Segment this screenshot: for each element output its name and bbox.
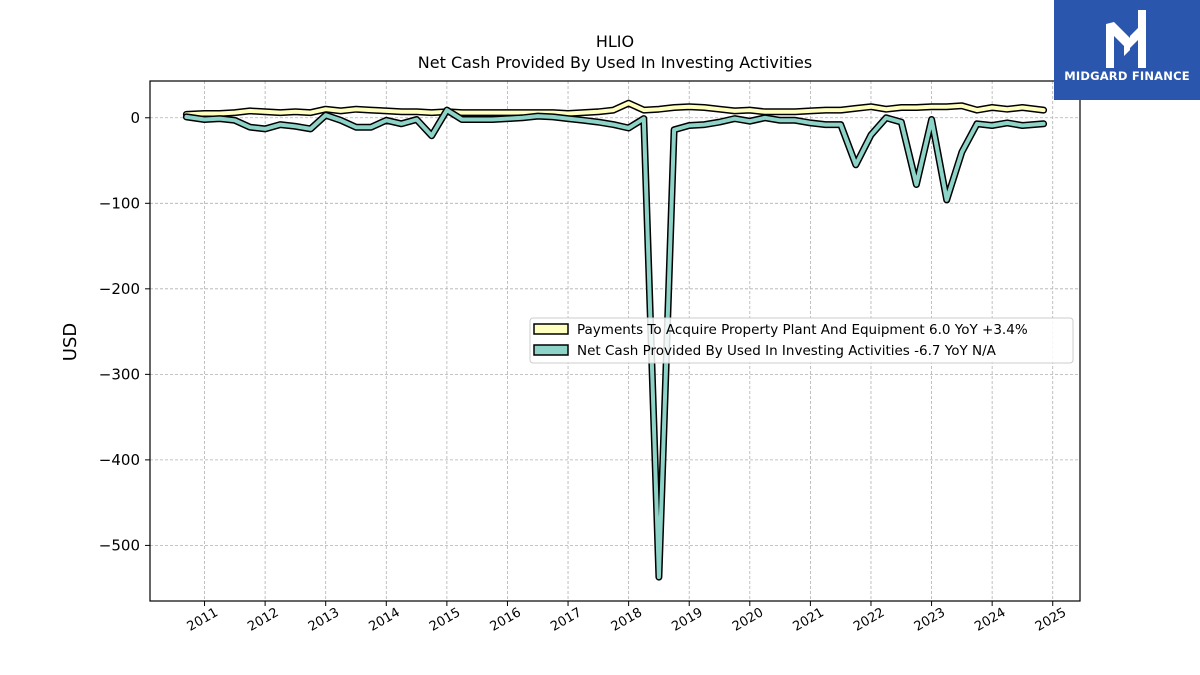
series-2 <box>182 106 1048 581</box>
y-tick-label: −300 <box>99 365 140 383</box>
logo-text: MIDGARD FINANCE <box>1064 69 1190 83</box>
midgard-m-icon <box>1106 10 1146 68</box>
x-axis: 2011 2012 2013 2014 2015 2016 2017 2018 2019 2020… <box>185 601 1069 635</box>
legend-entry: Net Cash Provided By Used In Investing A… <box>577 343 997 359</box>
x-tick-label: 2025 <box>1033 605 1069 635</box>
series-line <box>184 108 1046 580</box>
legend-entry: Payments To Acquire Property Plant And E… <box>577 322 1028 338</box>
plot-frame <box>149 80 1081 602</box>
x-tick-label: 2022 <box>851 605 887 635</box>
y-axis: 0 −100 −200 −300 −400 −500 <box>99 109 150 554</box>
chart-title: HLIO <box>596 32 634 51</box>
legend-swatch <box>533 344 569 356</box>
series-lines <box>182 99 1048 581</box>
x-tick-label: 2024 <box>972 605 1008 635</box>
y-axis-label: USD <box>60 323 81 361</box>
series-line <box>184 101 1046 117</box>
legend-box <box>529 317 1074 364</box>
x-tick-label: 2017 <box>548 605 584 635</box>
x-tick-label: 2020 <box>730 605 766 635</box>
x-tick-label: 2018 <box>609 605 645 635</box>
x-tick-label: 2014 <box>366 605 402 635</box>
x-tick-label: 2011 <box>185 605 221 635</box>
series-1 <box>182 99 1048 118</box>
chart-subtitle: Net Cash Provided By Used In Investing A… <box>418 53 812 72</box>
y-tick-label: −100 <box>99 194 140 212</box>
y-tick-label: −200 <box>99 280 140 298</box>
x-tick-label: 2023 <box>912 605 948 635</box>
x-tick-label: 2016 <box>488 605 524 635</box>
y-tick-label: −500 <box>99 536 140 554</box>
y-tick-label: 0 <box>130 109 140 127</box>
y-tick-label: −400 <box>99 451 140 469</box>
x-tick-label: 2015 <box>427 605 463 635</box>
x-tick-label: 2019 <box>669 605 705 635</box>
legend: Payments To Acquire Property Plant And E… <box>529 317 1074 364</box>
x-tick-label: 2013 <box>306 605 342 635</box>
legend-swatch <box>533 323 569 335</box>
x-tick-label: 2021 <box>791 605 827 635</box>
x-tick-label: 2012 <box>245 605 281 635</box>
midgard-finance-logo: MIDGARD FINANCE <box>1054 0 1200 100</box>
